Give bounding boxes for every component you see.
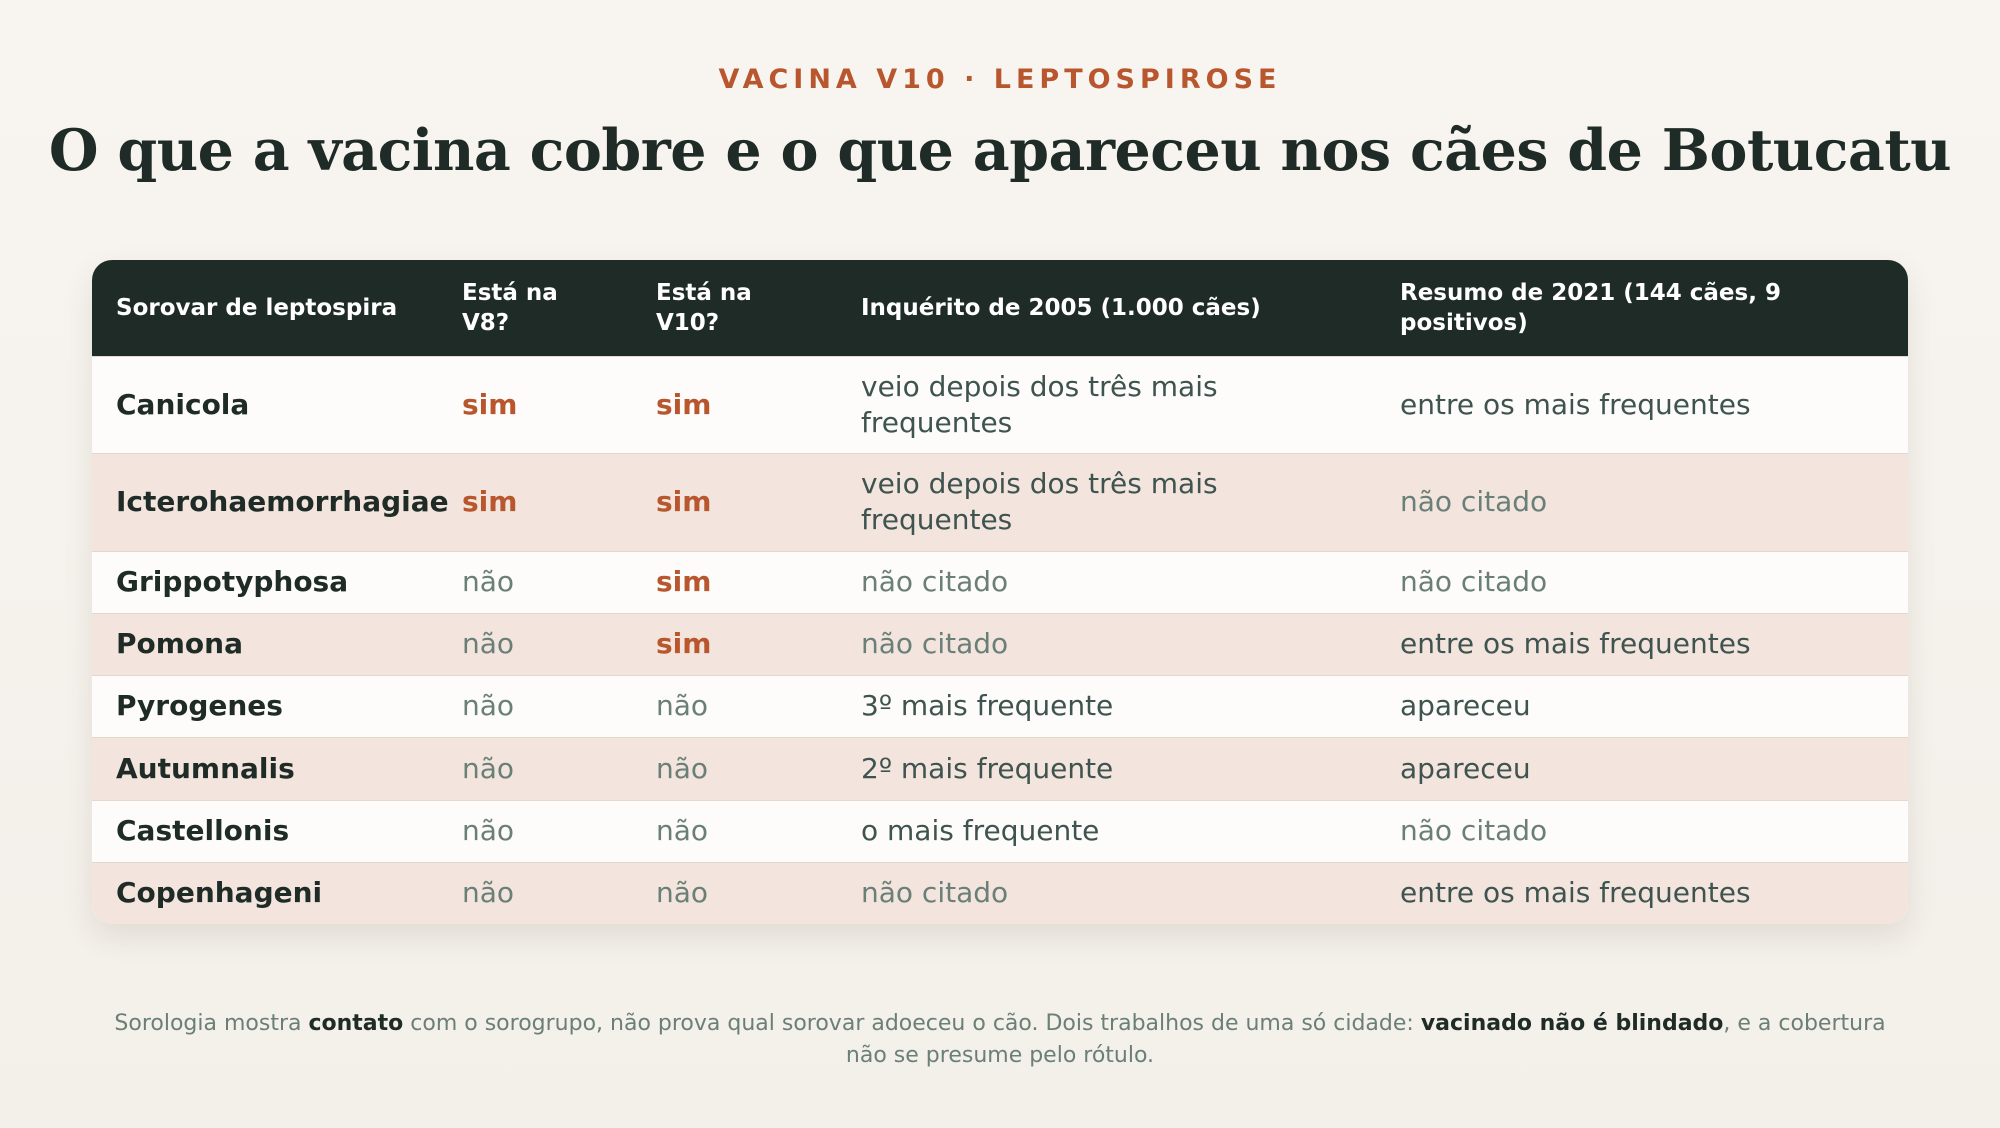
column-header-resumo-2021: Resumo de 2021 (144 cães, 9 positivos) (1400, 279, 1781, 336)
table-row: Autumnalis não não 2º mais frequente apa… (92, 736, 1908, 800)
cell-resumo-2021: não citado (1376, 452, 1908, 551)
cell-v8: não (438, 799, 632, 862)
table-row: Castellonis não não o mais frequente não… (92, 799, 1908, 862)
page-title: O que a vacina cobre e o que apareceu no… (48, 117, 1952, 184)
column-header-sorovar: Sorovar de leptospira (116, 294, 398, 321)
cell-sorovar: Autumnalis (92, 736, 438, 800)
table-row: Copenhageni não não não citado entre os … (92, 861, 1908, 924)
cell-inquerito-2005: 3º mais frequente (837, 674, 1376, 737)
cell-sorovar: Icterohaemorrhagiae (92, 452, 449, 551)
footnote-text: com o sorogrupo, não prova qual sorovar … (403, 1011, 1421, 1036)
cell-resumo-2021: não citado (1376, 799, 1908, 862)
footnote-emphasis: vacinado não é blindado (1420, 1011, 1724, 1036)
table-row: Grippotyphosa não sim não citado não cit… (92, 550, 1908, 613)
cell-resumo-2021: não citado (1376, 550, 1908, 613)
page-header: VACINA V10 · LEPTOSPIROSE O que a vacina… (0, 60, 2000, 186)
column-header-v8: Está na V8? (462, 279, 558, 336)
cell-v8: não (438, 736, 632, 800)
cell-v10: sim (632, 452, 837, 551)
cell-v10: não (632, 736, 837, 800)
footnote-text: , e a cobertura não se presume pelo rótu… (845, 1011, 1886, 1068)
table-row: Icterohaemorrhagiae sim sim veio depois … (92, 452, 1908, 551)
cell-v10: sim (632, 612, 837, 675)
footnote-emphasis: contato (308, 1011, 404, 1036)
cell-resumo-2021: apareceu (1376, 736, 1908, 800)
cell-v10: sim (632, 355, 837, 453)
cell-sorovar: Grippotyphosa (92, 550, 438, 613)
cell-v8: não (438, 861, 632, 924)
cell-resumo-2021: entre os mais frequentes (1376, 861, 1908, 924)
kicker-label: VACINA V10 · LEPTOSPIROSE (718, 64, 1282, 95)
cell-sorovar: Pomona (92, 612, 438, 675)
serovar-table-card: Sorovar de leptospira Está na V8? Está n… (92, 260, 1908, 924)
serovar-table: Sorovar de leptospira Está na V8? Está n… (92, 260, 1908, 924)
cell-v10: não (632, 674, 837, 737)
cell-v10: sim (632, 550, 837, 613)
cell-sorovar: Canicola (92, 355, 438, 453)
table-row: Canicola sim sim veio depois dos três ma… (92, 355, 1908, 453)
column-header-inquerito-2005: Inquérito de 2005 (1.000 cães) (861, 294, 1261, 321)
cell-inquerito-2005: não citado (837, 612, 1376, 675)
cell-inquerito-2005: 2º mais frequente (837, 736, 1376, 800)
cell-v10: não (632, 861, 837, 924)
cell-inquerito-2005: veio depois dos três mais frequentes (837, 355, 1376, 453)
cell-inquerito-2005: não citado (837, 550, 1376, 613)
cell-v8: não (438, 612, 632, 675)
cell-sorovar: Copenhageni (92, 861, 438, 924)
cell-v8: sim (438, 452, 632, 551)
cell-v8: não (438, 550, 632, 613)
table-row: Pomona não sim não citado entre os mais … (92, 612, 1908, 675)
cell-v8: não (438, 674, 632, 737)
cell-sorovar: Castellonis (92, 799, 438, 862)
cell-sorovar: Pyrogenes (92, 674, 438, 737)
column-header-v10: Está na V10? (656, 279, 752, 336)
cell-v10: não (632, 799, 837, 862)
cell-resumo-2021: apareceu (1376, 674, 1908, 737)
footnote-text: Sorologia mostra (114, 1011, 309, 1036)
cell-v8: sim (438, 355, 632, 453)
cell-inquerito-2005: não citado (837, 861, 1376, 924)
cell-resumo-2021: entre os mais frequentes (1376, 355, 1908, 453)
cell-inquerito-2005: o mais frequente (837, 799, 1376, 862)
cell-resumo-2021: entre os mais frequentes (1376, 612, 1908, 675)
cell-inquerito-2005: veio depois dos três mais frequentes (837, 452, 1376, 551)
footnote: Sorologia mostra contato com o sorogrupo… (100, 1008, 1900, 1072)
table-header-row: Sorovar de leptospira Está na V8? Está n… (92, 260, 1908, 356)
table-row: Pyrogenes não não 3º mais frequente apar… (92, 674, 1908, 737)
